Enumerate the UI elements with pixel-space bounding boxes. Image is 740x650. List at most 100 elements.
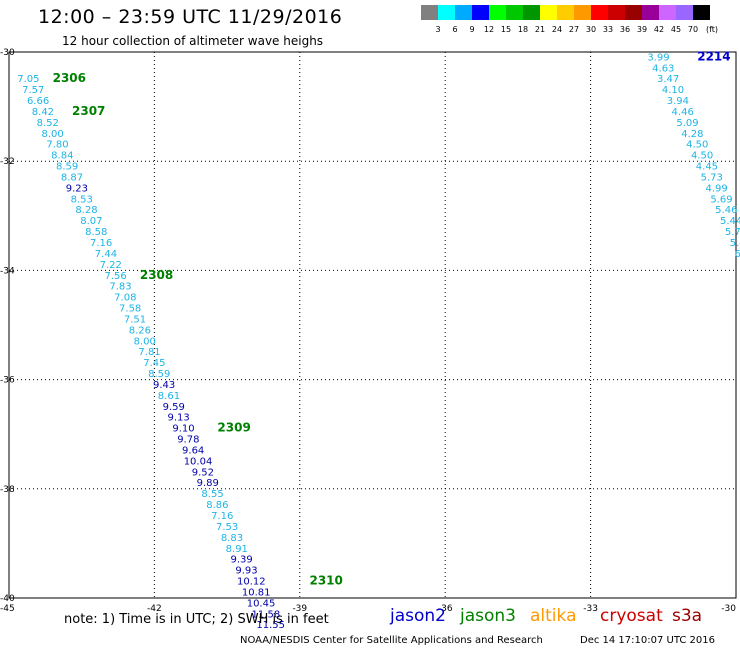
color-scale-label: 12 [483, 25, 495, 34]
pass-time-label: 2306 [53, 71, 86, 85]
color-scale-swatch [506, 5, 523, 20]
wave-height-value: 10.45 [247, 598, 276, 609]
wave-height-value: 4.99 [705, 183, 727, 194]
wave-height-value: 8.55 [201, 489, 223, 500]
wave-height-value: 7.56 [104, 271, 126, 282]
wave-height-value: 4.10 [662, 85, 684, 96]
color-scale-label: 24 [551, 25, 563, 34]
wave-height-value: 5.09 [676, 118, 698, 129]
wave-height-value: 7.58 [119, 304, 141, 315]
wave-height-value: 9.39 [231, 555, 253, 566]
pass-time-label: 2214 [697, 49, 730, 63]
color-scale-swatch [676, 5, 693, 20]
wave-height-value: 8.59 [56, 162, 78, 173]
color-scale-swatch [489, 5, 506, 20]
wave-height-value: 7.53 [216, 522, 238, 533]
wave-height-value: 8.26 [129, 325, 151, 336]
credit-line: NOAA/NESDIS Center for Satellite Applica… [240, 635, 543, 646]
latitude-tick-label: -30 [0, 48, 15, 58]
map-frame [8, 51, 737, 599]
wave-height-value: 9.52 [192, 467, 214, 478]
latitude-tick-label: -40 [0, 594, 15, 604]
wave-height-value: 7.16 [211, 511, 233, 522]
wave-height-value: 7.44 [95, 249, 117, 260]
longitude-tick-label: -42 [147, 604, 162, 614]
longitude-tick-label: -36 [438, 604, 453, 614]
latitude-tick-label: -36 [0, 376, 15, 386]
wave-height-value: 8.00 [41, 129, 63, 140]
wave-height-value: 9.10 [172, 424, 194, 435]
wave-height-value: 8.58 [85, 227, 107, 238]
wave-height-value: 8.42 [32, 107, 54, 118]
color-scale-swatch [540, 5, 557, 20]
pass-time-label: 2308 [140, 268, 173, 282]
color-scale-swatch [557, 5, 574, 20]
wave-height-value: 9.13 [168, 413, 190, 424]
wave-height-value: 10.81 [242, 587, 271, 598]
wave-height-value: 4.45 [696, 162, 718, 173]
wave-height-value: 9.59 [163, 402, 185, 413]
wave-height-value: 9.23 [66, 183, 88, 194]
satellite-legend-altika: altika [530, 606, 577, 626]
wave-height-value: 5.69 [710, 194, 732, 205]
color-scale-label: 45 [670, 25, 682, 34]
wave-height-value: 9.78 [177, 435, 199, 446]
color-scale-swatch [659, 5, 676, 20]
wave-height-value: 5.44 [720, 216, 740, 227]
wave-height-value: 7.22 [100, 260, 122, 271]
color-scale-swatch [608, 5, 625, 20]
color-scale-label: 70 [687, 25, 699, 34]
longitude-tick-label: -30 [721, 604, 736, 614]
wave-height-value: 9.93 [235, 566, 257, 577]
wave-height-value: 8.91 [226, 544, 248, 555]
color-scale-label: 33 [602, 25, 614, 34]
satellite-legend-jason2: jason2 [390, 606, 446, 626]
color-scale-label: 9 [469, 25, 475, 34]
pass-time-label: 2310 [309, 574, 342, 588]
color-scale-swatch [625, 5, 642, 20]
wave-height-value: 5.46 [715, 205, 737, 216]
wave-height-value: 9.89 [197, 478, 219, 489]
wave-height-value: 7.83 [109, 282, 131, 293]
color-scale-swatch [642, 5, 659, 20]
color-scale-label: 15 [500, 25, 512, 34]
color-scale-label: 3 [435, 25, 441, 34]
latitude-tick-label: -32 [0, 157, 15, 167]
color-scale-label: 42 [653, 25, 665, 34]
pass-time-label: 2307 [72, 104, 105, 118]
wave-height-value: 4.63 [652, 63, 674, 74]
wave-height-value: 4.28 [681, 129, 703, 140]
wave-height-value: 8.53 [71, 194, 93, 205]
wave-height-value: 7.57 [22, 85, 44, 96]
footer-note: note: 1) Time is in UTC; 2) SWH is in fe… [64, 612, 329, 627]
wave-height-value: 8.28 [75, 205, 97, 216]
wave-height-value: 7.80 [46, 140, 68, 151]
color-scale-swatch [523, 5, 540, 20]
wave-height-value: 10.12 [237, 577, 266, 588]
color-scale-swatch [421, 5, 438, 20]
wave-height-value: 6.66 [27, 96, 49, 107]
wave-height-value: 4.50 [691, 151, 713, 162]
color-scale-swatch [438, 5, 455, 20]
latitude-tick-label: -34 [0, 266, 15, 276]
longitude-tick-label: -45 [0, 604, 15, 614]
wave-height-value: 6.93 [735, 249, 740, 260]
wave-height-value: 9.64 [182, 445, 204, 456]
wave-height-value: 7.05 [17, 74, 39, 85]
generated-timestamp: Dec 14 17:10:07 UTC 2016 [580, 635, 715, 646]
wave-height-value: 4.46 [672, 107, 694, 118]
wave-height-value: 7.08 [114, 293, 136, 304]
wave-height-value: 11.55 [256, 620, 285, 631]
color-scale-label: 18 [517, 25, 529, 34]
map-title: 12:00 – 23:59 UTC 11/29/2016 [38, 6, 343, 28]
wave-height-value: 8.52 [37, 118, 59, 129]
wave-height-value: 5.48 [730, 238, 740, 249]
wave-height-value: 7.51 [124, 314, 146, 325]
wave-height-value: 10.04 [184, 456, 213, 467]
wave-height-value: 3.47 [657, 74, 679, 85]
color-scale-label: 21 [534, 25, 546, 34]
satellite-legend-cryosat: cryosat [600, 606, 663, 626]
color-scale-label: 6 [452, 25, 458, 34]
wave-height-value: 4.50 [686, 140, 708, 151]
